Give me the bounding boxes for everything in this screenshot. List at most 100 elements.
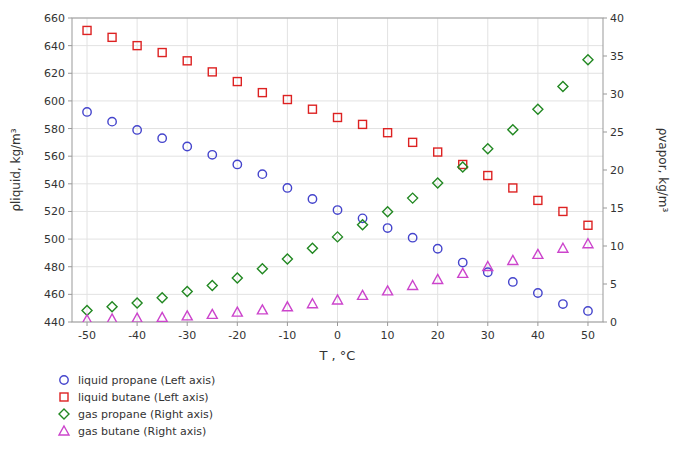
point <box>233 78 241 86</box>
y2-tick <box>603 322 607 323</box>
y2-tick-label: 40 <box>610 12 624 25</box>
point <box>533 104 543 114</box>
point <box>559 300 567 308</box>
grid-line <box>72 239 603 240</box>
x-tick-label: 20 <box>431 329 445 342</box>
x-axis-label: T , °C <box>319 348 356 363</box>
x-tick-label: 30 <box>481 329 495 342</box>
chart: -50-40-30-20-100102030405044046048050052… <box>0 0 675 461</box>
point <box>158 49 166 57</box>
point <box>458 268 468 277</box>
y2-tick-label: 15 <box>610 202 624 215</box>
axes: -50-40-30-20-100102030405044046048050052… <box>44 12 624 342</box>
y2-tick-label: 30 <box>610 88 624 101</box>
y-tick-label: 440 <box>44 316 65 329</box>
x-tick-label: 40 <box>531 329 545 342</box>
y-tick-label: 660 <box>44 12 65 25</box>
y2-tick-label: 25 <box>610 126 624 139</box>
x-tick-label: -50 <box>78 329 96 342</box>
y-tick <box>68 73 72 74</box>
grid-line <box>87 18 88 322</box>
point <box>307 243 317 253</box>
point <box>333 232 343 242</box>
point <box>183 57 191 65</box>
point <box>132 298 142 308</box>
point <box>508 255 518 264</box>
y-tick <box>68 128 72 129</box>
point <box>307 299 317 308</box>
point <box>333 295 343 304</box>
point <box>383 286 393 295</box>
point <box>207 309 217 318</box>
point <box>208 151 216 159</box>
legend-label: gas butane (Right axis) <box>78 425 206 438</box>
point <box>509 278 517 286</box>
point <box>434 148 442 156</box>
point <box>383 224 391 232</box>
y2-axis-label: ρvapor, kg/m³ <box>656 128 670 213</box>
x-tick <box>337 322 338 326</box>
legend-label: liquid propane (Left axis) <box>78 374 215 387</box>
grid-line <box>72 100 603 101</box>
y-tick-label: 520 <box>44 205 65 218</box>
legend: liquid propane (Left axis)liquid butane … <box>59 374 215 438</box>
y-tick <box>68 322 72 323</box>
point <box>408 281 418 290</box>
point <box>283 96 291 104</box>
point <box>558 243 568 252</box>
x-tick <box>187 322 188 326</box>
point <box>258 170 266 178</box>
point <box>508 125 518 135</box>
point <box>232 307 242 316</box>
point <box>257 264 267 274</box>
grid-line <box>337 18 338 322</box>
y-tick-label: 640 <box>44 40 65 53</box>
point <box>308 105 316 113</box>
series <box>82 239 593 322</box>
legend-symbol <box>60 376 68 384</box>
plot-frame <box>72 18 603 322</box>
point <box>283 184 291 192</box>
point <box>157 312 167 321</box>
y2-tick-label: 10 <box>610 240 624 253</box>
point <box>133 42 141 50</box>
point <box>358 290 368 299</box>
point <box>108 33 116 41</box>
legend-label: gas propane (Right axis) <box>78 408 213 421</box>
point <box>358 220 368 230</box>
marks <box>82 26 593 322</box>
point <box>282 302 292 311</box>
y-tick <box>68 156 72 157</box>
y2-tick-label: 35 <box>610 50 624 63</box>
x-tick-label: 0 <box>334 329 341 342</box>
y2-tick <box>603 18 607 19</box>
point <box>282 254 292 264</box>
grid-line <box>72 183 603 184</box>
y-tick-label: 500 <box>44 233 65 246</box>
point <box>157 293 167 303</box>
point <box>133 126 141 134</box>
point <box>433 245 441 253</box>
x-tick-label: -40 <box>128 329 146 342</box>
legend-symbol <box>60 393 68 401</box>
y-tick <box>68 266 72 267</box>
grid-line <box>237 18 238 322</box>
point <box>207 281 217 291</box>
point <box>158 134 166 142</box>
y-tick-label: 540 <box>44 178 65 191</box>
point <box>408 193 418 203</box>
point <box>534 196 542 204</box>
point <box>533 249 543 258</box>
y-axis-label: ρliquid, kg/m³ <box>9 128 23 211</box>
point <box>409 138 417 146</box>
y-tick-label: 600 <box>44 95 65 108</box>
x-tick <box>87 322 88 326</box>
x-tick-label: 50 <box>581 329 595 342</box>
point <box>359 120 367 128</box>
point <box>183 142 191 150</box>
point <box>233 160 241 168</box>
point <box>308 195 316 203</box>
grid-line <box>387 18 388 322</box>
point <box>383 207 393 217</box>
grid-line <box>72 156 603 157</box>
